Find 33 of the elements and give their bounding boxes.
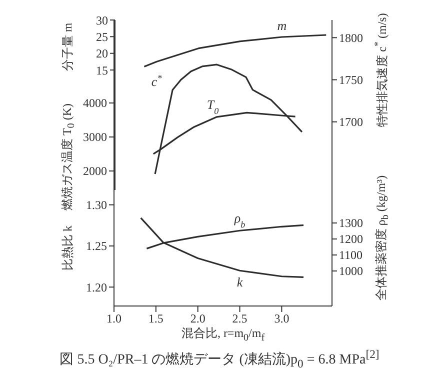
- x-tick-label: 1.0: [106, 312, 122, 326]
- y-tick-label: 1.20: [86, 280, 107, 294]
- x-axis-title: 混合比, r=m$_{0}$/m$_{f}$: [180, 325, 266, 344]
- y-tick-label: 1.25: [86, 239, 107, 254]
- line-series: [143, 34, 327, 68]
- y-axis-title: 分子量 m: [60, 22, 76, 72]
- series-label: ρ$_{b}$: [233, 210, 246, 230]
- y-tick-label: 1.30: [86, 198, 107, 212]
- y2-tick-label: 1100: [339, 248, 363, 262]
- y2-tick-label: 1800: [339, 30, 363, 45]
- text: 図 5.5 O₂/PR–1 の燃焼データ (凍結流)p$_{0}$ = 6.8 MPa$^{[2]}$: [58, 348, 380, 370]
- y2-tick-label: 1300: [339, 216, 363, 230]
- y-tick-label: 30: [96, 13, 108, 28]
- series-label: T$_{0}$: [206, 96, 220, 116]
- x-tick-label: 2.5: [232, 312, 248, 326]
- y-axis-title: 比熱比 k: [60, 226, 76, 270]
- series-label: c$^{*}$: [151, 72, 162, 89]
- y2-tick-label: 1200: [339, 232, 363, 246]
- series-label: k: [236, 274, 243, 290]
- line-series: [140, 217, 304, 278]
- y3-tick-label: 3000: [83, 130, 107, 144]
- x-tick-label: 3.0: [274, 312, 290, 326]
- y2-tick-label: 1000: [339, 264, 363, 278]
- series-label: m: [277, 18, 287, 33]
- y-tick-label: 25: [96, 30, 108, 44]
- y3-tick-label: 2000: [83, 164, 107, 178]
- y3-tick-label: 4000: [83, 96, 107, 110]
- y-tick-label: 20: [96, 46, 108, 61]
- x-tick-label: 2.0: [190, 312, 206, 326]
- y2-tick-label: 1750: [339, 73, 363, 88]
- y2-tick-label: 1700: [339, 115, 363, 130]
- x-tick-label: 1.5: [148, 312, 164, 326]
- y-tick-label: 15: [96, 63, 108, 78]
